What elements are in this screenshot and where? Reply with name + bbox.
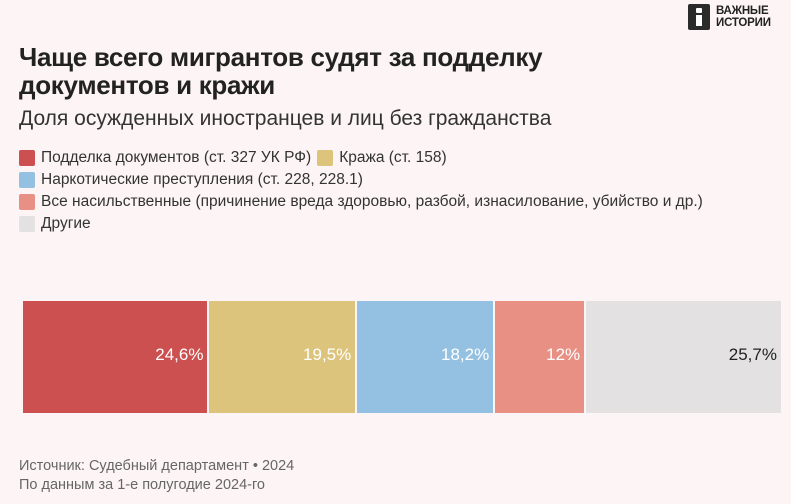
bar-value-label-theft: 19,5% [303,345,352,364]
chart-title: Чаще всего мигрантов судят за подделку д… [19,42,543,100]
bar-segment-theft: 19,5% [209,301,358,413]
legend-label-theft: Кража (ст. 158) [339,149,447,166]
brand-logo: ВАЖНЫЕ ИСТОРИИ [688,4,771,30]
legend-item-violent: Все насильственные (причинение вреда здо… [19,191,709,213]
legend-item-forgery: Подделка документов (ст. 327 УК РФ) [19,147,311,169]
legend-item-drugs: Наркотические преступления (ст. 228, 228… [19,169,363,191]
bar-value-label-other: 25,7% [728,345,777,364]
bar-segment-forgery: 24,6% [23,301,210,413]
brand-name-line1: ВАЖНЫЕ [716,5,769,17]
bar-segment-drugs: 18,2% [357,301,496,413]
bar-segment-violent: 12% [495,301,587,413]
stacked-bar: 24,6% 19,5% 18,2% 12% 25,7% [23,301,781,413]
chart-subtitle: Доля осужденных иностранцев и лиц без гр… [19,107,552,130]
bar-value-label-forgery: 24,6% [155,345,204,364]
legend-label-forgery: Подделка документов (ст. 327 УК РФ) [41,149,312,166]
bar-value-label-violent: 12% [546,345,581,364]
legend-item-theft: Кража (ст. 158) [317,147,447,169]
legend-swatch-other [19,216,35,232]
legend-swatch-theft [317,150,334,166]
legend-item-other: Другие [19,213,91,235]
chart-legend: Подделка документов (ст. 327 УК РФ) Краж… [19,147,719,235]
info-icon [688,4,710,30]
legend-label-other: Другие [41,215,91,232]
legend-swatch-violent [19,194,35,210]
chart-footer: Источник: Судебный департамент • 2024 По… [19,457,294,495]
bar-value-label-drugs: 18,2% [441,345,490,364]
period-note: По данным за 1-е полугодие 2024-го [19,477,265,493]
source-note: Источник: Судебный департамент • 2024 [19,458,295,474]
legend-swatch-drugs [19,172,35,188]
legend-swatch-forgery [19,150,35,166]
legend-label-drugs: Наркотические преступления (ст. 228, 228… [41,171,363,188]
bar-segment-other: 25,7% [586,301,781,413]
legend-label-violent: Все насильственные (причинение вреда здо… [41,193,703,210]
brand-name: ВАЖНЫЕ ИСТОРИИ [716,5,771,29]
brand-name-line2: ИСТОРИИ [716,17,771,29]
